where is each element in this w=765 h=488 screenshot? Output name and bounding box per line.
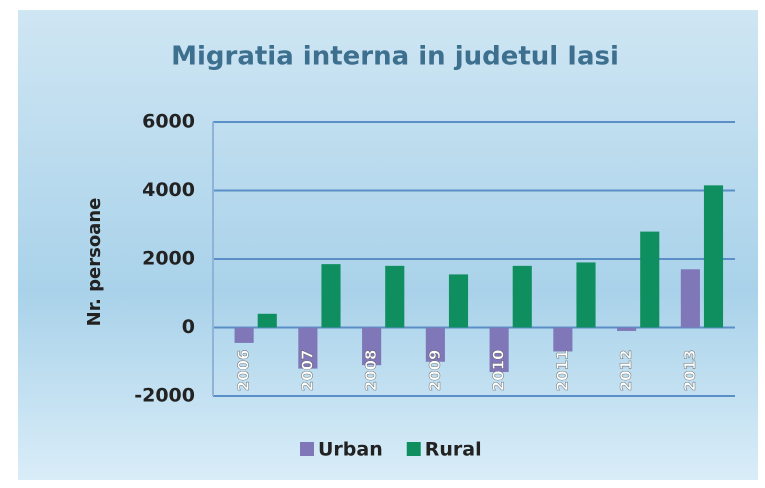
x-tick-label: 2011 — [553, 350, 571, 392]
bar — [425, 327, 445, 362]
legend-label: Rural — [425, 439, 482, 461]
x-tick-label: 2010 — [490, 350, 508, 392]
bar — [298, 327, 318, 369]
x-tick-label: 2007 — [298, 350, 316, 392]
y-tick-label: 0 — [182, 316, 195, 338]
bar — [234, 327, 254, 343]
bar — [448, 274, 469, 328]
x-tick-label: 2006 — [235, 350, 253, 392]
bar — [512, 265, 532, 328]
legend-label: Urban — [318, 439, 383, 461]
bar — [321, 264, 341, 328]
bar — [489, 327, 509, 373]
legend-swatch — [406, 442, 421, 456]
bar — [362, 327, 382, 366]
y-axis-label: Nr. persoane — [84, 198, 105, 327]
bar — [640, 231, 660, 328]
x-tick-label: 2013 — [681, 350, 699, 392]
y-tick-label: 2000 — [142, 248, 195, 270]
bar — [680, 269, 700, 328]
bar — [385, 265, 405, 328]
legend-swatch — [300, 442, 314, 456]
bar — [576, 262, 596, 328]
background — [18, 10, 758, 480]
chart-title: Migratia interna in judetul Iasi — [171, 42, 619, 72]
y-tick-label: 4000 — [142, 179, 195, 201]
legend: Urban Rural — [300, 439, 482, 461]
x-tick-label: 2009 — [426, 350, 444, 392]
y-tick-label: 6000 — [142, 111, 195, 133]
bar — [703, 185, 724, 328]
bar — [617, 327, 637, 331]
x-tick-label: 2008 — [362, 350, 380, 392]
y-tick-label: -2000 — [134, 385, 195, 407]
bar — [553, 327, 573, 352]
x-tick-label: 2012 — [617, 350, 635, 392]
bar — [257, 313, 277, 328]
